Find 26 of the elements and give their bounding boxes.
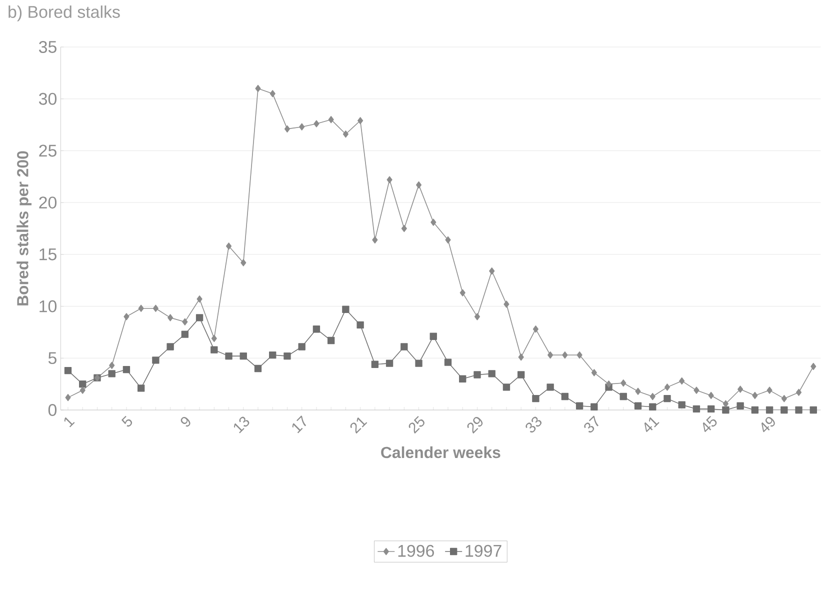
x-tick-label: 17 (292, 416, 306, 434)
y-axis-title: Bored stalks per 200 (16, 151, 32, 306)
x-tick-label: 5 (121, 416, 132, 427)
x-tick-label: 29 (467, 416, 483, 434)
x-tick-label: 13 (234, 416, 250, 434)
legend-label: 1997 (466, 544, 502, 557)
y-tick-label: 20 (39, 196, 57, 209)
x-tick-label: 25 (408, 416, 424, 434)
y-tick-label: 0 (48, 404, 57, 416)
y-tick-label: 10 (40, 300, 57, 312)
y-tick-label: 15 (40, 248, 56, 260)
x-axis-title: Calender weeks (381, 446, 500, 458)
x-tick-label: 37 (584, 416, 598, 433)
chart-title: b) Bored stalks (8, 6, 120, 22)
y-tick-label: 30 (38, 92, 57, 105)
y-tick-label: 25 (39, 144, 56, 157)
x-tick-label: 1 (64, 417, 75, 428)
x-tick-label: 41 (644, 417, 660, 432)
x-tick-label: 49 (761, 416, 775, 432)
x-tick-label: 9 (180, 416, 190, 427)
y-tick-label: 5 (48, 352, 56, 364)
x-tick-label: 45 (702, 416, 717, 432)
y-tick-label: 35 (38, 40, 56, 53)
x-tick-label: 33 (526, 416, 542, 433)
legend-label: 1996 (398, 544, 434, 557)
x-tick-label: 21 (350, 417, 368, 434)
